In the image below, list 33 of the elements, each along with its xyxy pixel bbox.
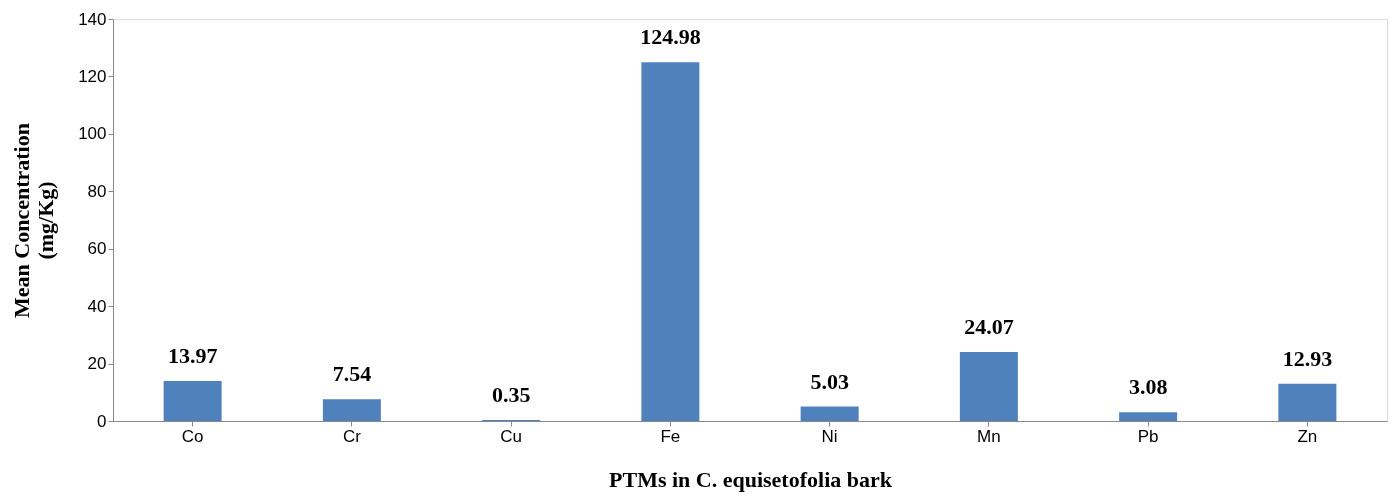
data-label: 5.03	[810, 368, 849, 394]
bar	[641, 62, 700, 421]
y-tick-label: 140	[78, 9, 107, 29]
y-tick-label: 40	[87, 296, 107, 316]
y-tick-label: 20	[87, 354, 107, 374]
data-label: 24.07	[964, 313, 1014, 339]
data-label: 0.35	[491, 381, 531, 407]
y-tick-label: 120	[78, 66, 107, 86]
x-tick-label: Pb	[1137, 426, 1159, 446]
x-tick-label: Co	[181, 426, 204, 446]
x-tick-label: Fe	[660, 426, 681, 446]
y-tick-label: 60	[87, 239, 107, 259]
x-tick-label: Mn	[977, 426, 1001, 446]
bar	[800, 406, 859, 421]
bar	[163, 380, 222, 421]
y-tick-label: 0	[97, 411, 107, 431]
data-label: 7.54	[332, 361, 372, 387]
bar	[1278, 383, 1337, 421]
x-axis-title: PTMs in C. equisetofolia bark	[609, 466, 893, 492]
data-label: 124.98	[640, 24, 701, 50]
y-axis-title: Mean Concentration (mg/Kg)	[9, 123, 59, 318]
x-tick-label: Cr	[342, 426, 362, 446]
bar	[1119, 412, 1178, 421]
data-label: 12.93	[1282, 345, 1333, 371]
bar	[959, 351, 1018, 421]
bar	[322, 399, 381, 421]
data-label: 13.97	[167, 342, 218, 368]
y-tick-label: 100	[78, 124, 107, 144]
x-tick-label: Ni	[821, 426, 838, 446]
x-tick-label: Cu	[500, 426, 522, 446]
data-label: 3.08	[1128, 374, 1168, 400]
y-tick-label: 80	[87, 181, 107, 201]
x-tick-label: Zn	[1297, 426, 1318, 446]
